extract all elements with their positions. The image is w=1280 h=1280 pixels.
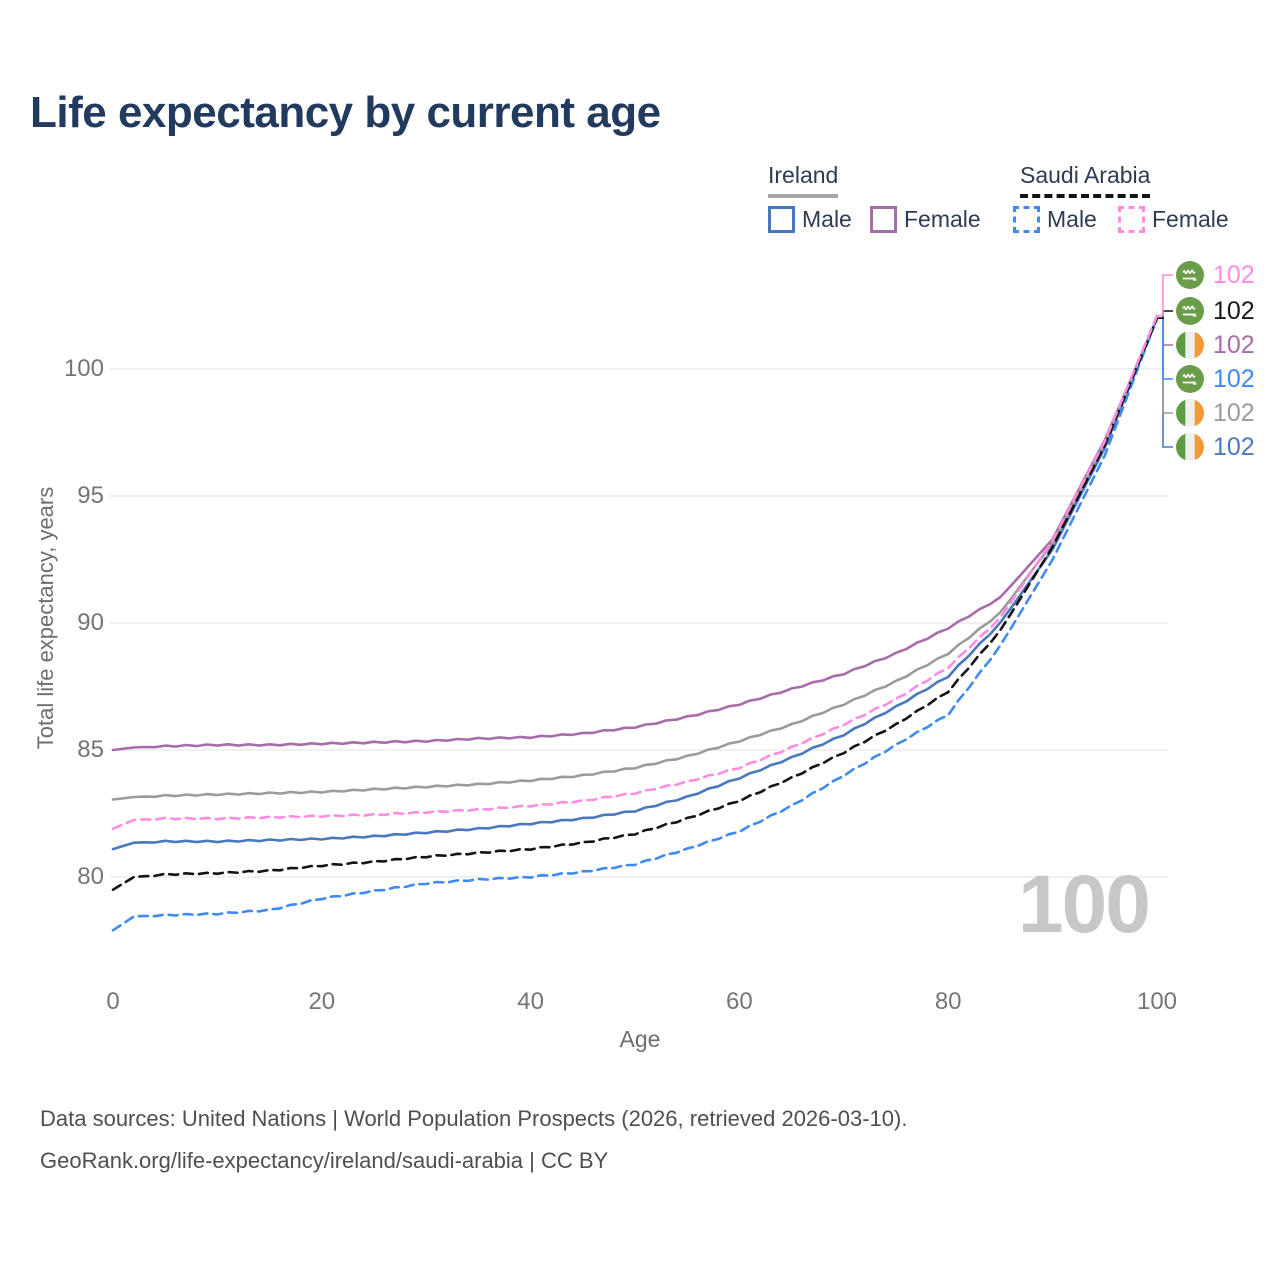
end-label-connector <box>1157 317 1173 414</box>
end-label-ireland-male: 102 <box>1176 433 1255 461</box>
x-tick-label: 80 <box>934 988 962 1015</box>
legend-label: Female <box>904 205 981 232</box>
x-tick-label: 100 <box>1136 988 1178 1015</box>
series-line-saudi-arabia-total <box>111 316 1159 892</box>
end-label-connector <box>1157 317 1173 380</box>
x-axis-title: Age <box>619 1026 661 1052</box>
y-tick-label: 90 <box>77 609 104 636</box>
legend-label: Female <box>1152 205 1229 232</box>
series-line-ireland-total <box>111 316 1159 801</box>
end-label-ireland-female: 102 <box>1176 331 1255 359</box>
saudi-arabia-flag-icon <box>1176 365 1204 393</box>
ireland-flag-icon <box>1176 331 1204 359</box>
y-tick-label: 100 <box>63 355 104 382</box>
legend-item-ireland-female[interactable]: Female <box>870 205 981 233</box>
end-label-value: 102 <box>1213 365 1255 393</box>
saudi-male-swatch-icon <box>1013 205 1040 233</box>
end-label-value: 102 <box>1213 433 1255 461</box>
age-counter-watermark: 100 <box>1018 859 1151 950</box>
y-tick-label: 85 <box>77 736 104 763</box>
legend-group-ireland[interactable]: Ireland <box>768 162 839 198</box>
attribution-line: GeoRank.org/life-expectancy/ireland/saud… <box>40 1148 609 1173</box>
y-tick-label: 95 <box>77 482 104 509</box>
legend-item-saudi-female[interactable]: Female <box>1118 205 1229 233</box>
x-tick-label: 60 <box>726 988 753 1015</box>
end-label-saudi-male: 102 <box>1176 365 1255 393</box>
end-label-value: 102 <box>1213 261 1255 289</box>
legend-item-ireland-male[interactable]: Male <box>768 205 852 233</box>
saudi-arabia-flag-icon <box>1176 297 1204 325</box>
end-label-saudi-total: 102 <box>1176 297 1255 325</box>
data-source-line: Data sources: United Nations | World Pop… <box>40 1106 908 1131</box>
series-line-saudi-arabia-male <box>111 316 1159 932</box>
ireland-male-swatch-icon <box>768 205 795 233</box>
ireland-female-swatch-icon <box>870 205 897 233</box>
end-label-value: 102 <box>1213 297 1255 325</box>
page-title: Life expectancy by current age <box>30 88 661 137</box>
ireland-flag-icon <box>1176 399 1204 427</box>
end-label-connector <box>1157 317 1173 448</box>
saudi-arabia-flag-icon <box>1176 261 1204 289</box>
series-line-ireland-female <box>111 316 1159 752</box>
end-label-connector <box>1157 274 1173 317</box>
end-label-connector <box>1157 310 1173 319</box>
y-tick-label: 80 <box>77 863 104 890</box>
legend-group-saudi-arabia[interactable]: Saudi Arabia <box>1020 162 1151 198</box>
x-tick-label: 0 <box>106 988 120 1015</box>
end-label-connector <box>1157 317 1173 346</box>
legend-item-saudi-male[interactable]: Male <box>1013 205 1097 233</box>
legend-label: Male <box>802 205 852 232</box>
end-label-ireland-total: 102 <box>1176 399 1255 427</box>
x-tick-label: 40 <box>517 988 544 1015</box>
end-label-value: 102 <box>1213 399 1255 427</box>
x-tick-label: 20 <box>308 988 336 1015</box>
end-label-value: 102 <box>1213 331 1255 359</box>
series-line-ireland-male <box>111 316 1159 851</box>
series-line-saudi-arabia-female <box>111 314 1159 831</box>
end-label-saudi-female: 102 <box>1176 261 1255 289</box>
ireland-flag-icon <box>1176 433 1204 461</box>
legend-label: Male <box>1047 205 1097 232</box>
saudi-female-swatch-icon <box>1118 205 1145 233</box>
